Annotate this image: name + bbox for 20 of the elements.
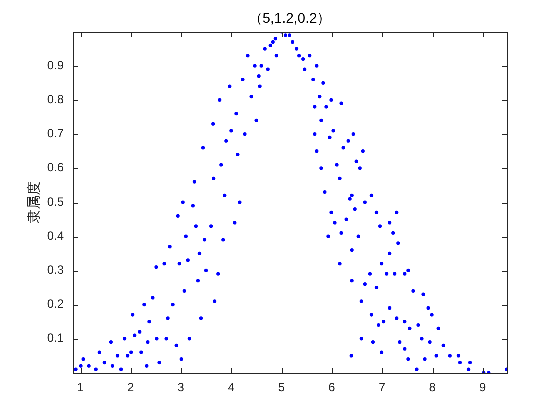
y-tick-label: 0.6: [47, 160, 64, 175]
y-tick-label: 0.2: [47, 297, 64, 312]
x-tick-label: 6: [328, 380, 336, 395]
y-tick-label: 0.3: [47, 263, 64, 278]
y-tick-label: 0.5: [47, 194, 64, 209]
x-tick-label: 1: [77, 380, 84, 395]
y-tick-label: 0.7: [47, 126, 64, 141]
y-tick-label: 0.9: [47, 58, 64, 72]
x-tick-label: 9: [480, 380, 487, 395]
x-tick-label: 3: [178, 380, 185, 395]
x-tick-label: 2: [127, 380, 134, 395]
chart-title: （5,1.2,0.2）: [248, 10, 332, 26]
y-tick-label: 0.1: [47, 331, 64, 346]
x-tick-label: 4: [228, 380, 236, 395]
x-tick-label: 8: [429, 380, 436, 395]
x-tick-label: 5: [278, 380, 286, 395]
y-axis-title: 隶属度: [25, 182, 42, 224]
y-tick-label: 0.4: [47, 228, 64, 243]
y-tick-label: 0.8: [47, 92, 64, 107]
x-tick-label: 7: [378, 380, 386, 395]
